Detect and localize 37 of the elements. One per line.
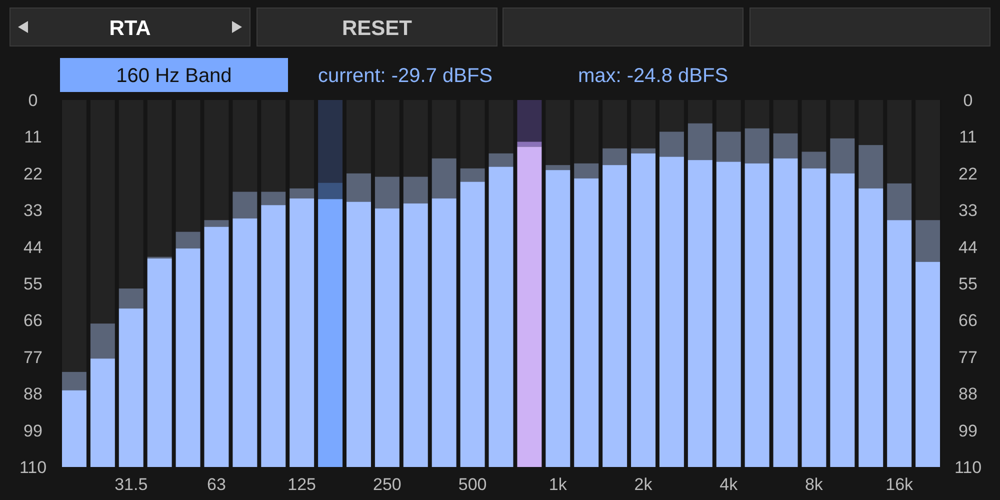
y2-tick-label: 44 — [958, 238, 978, 257]
text: RESET — [342, 17, 412, 40]
y-tick-label: 88 — [24, 384, 42, 404]
x-tick-label: 1k — [548, 475, 568, 494]
x-tick-label: 63 — [207, 475, 226, 494]
y2-tick-label: 110 — [954, 458, 982, 477]
x-tick-label: 8k — [804, 475, 824, 494]
y-tick-label: 110 — [19, 458, 47, 477]
x-tick-label: 31.5 — [114, 475, 148, 494]
x-tick-label: 16k — [886, 475, 914, 494]
text: current: -29.7 dBFS — [318, 65, 493, 87]
x-tick-label: 250 — [373, 475, 402, 494]
y-tick-label: 99 — [24, 421, 42, 440]
y-tick-label: 55 — [24, 274, 42, 294]
text: RTA — [109, 17, 151, 40]
y-tick-label: 22 — [24, 164, 42, 184]
y2-tick-label: 33 — [958, 201, 978, 220]
x-tick-label: 2k — [634, 475, 653, 494]
y2-tick-label: 55 — [958, 274, 978, 294]
y-tick-label: 11 — [24, 128, 42, 147]
x-tick-label: 4k — [720, 475, 738, 494]
x-tick-label: 500 — [458, 475, 487, 494]
y2-tick-label: 66 — [958, 311, 978, 330]
y-tick-label: 77 — [24, 348, 42, 367]
y-tick-label: 33 — [24, 201, 42, 220]
y2-tick-label: 99 — [958, 421, 978, 440]
y-tick-label: 66 — [24, 311, 42, 330]
y-tick-label: 44 — [24, 238, 42, 257]
x-tick-label: 125 — [288, 475, 316, 494]
text: 160 Hz Band — [116, 65, 232, 87]
y2-tick-label: 0 — [963, 90, 973, 110]
y-tick-label: 0 — [28, 90, 38, 110]
y2-tick-label: 88 — [958, 384, 978, 404]
y2-tick-label: 11 — [959, 128, 977, 147]
text: max: -24.8 dBFS — [578, 65, 728, 87]
y2-tick-label: 22 — [958, 164, 978, 184]
y2-tick-label: 77 — [958, 348, 978, 367]
